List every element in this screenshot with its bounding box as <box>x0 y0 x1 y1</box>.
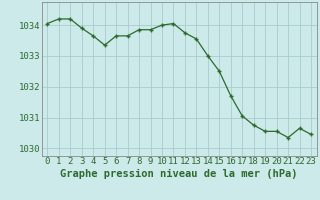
X-axis label: Graphe pression niveau de la mer (hPa): Graphe pression niveau de la mer (hPa) <box>60 169 298 179</box>
